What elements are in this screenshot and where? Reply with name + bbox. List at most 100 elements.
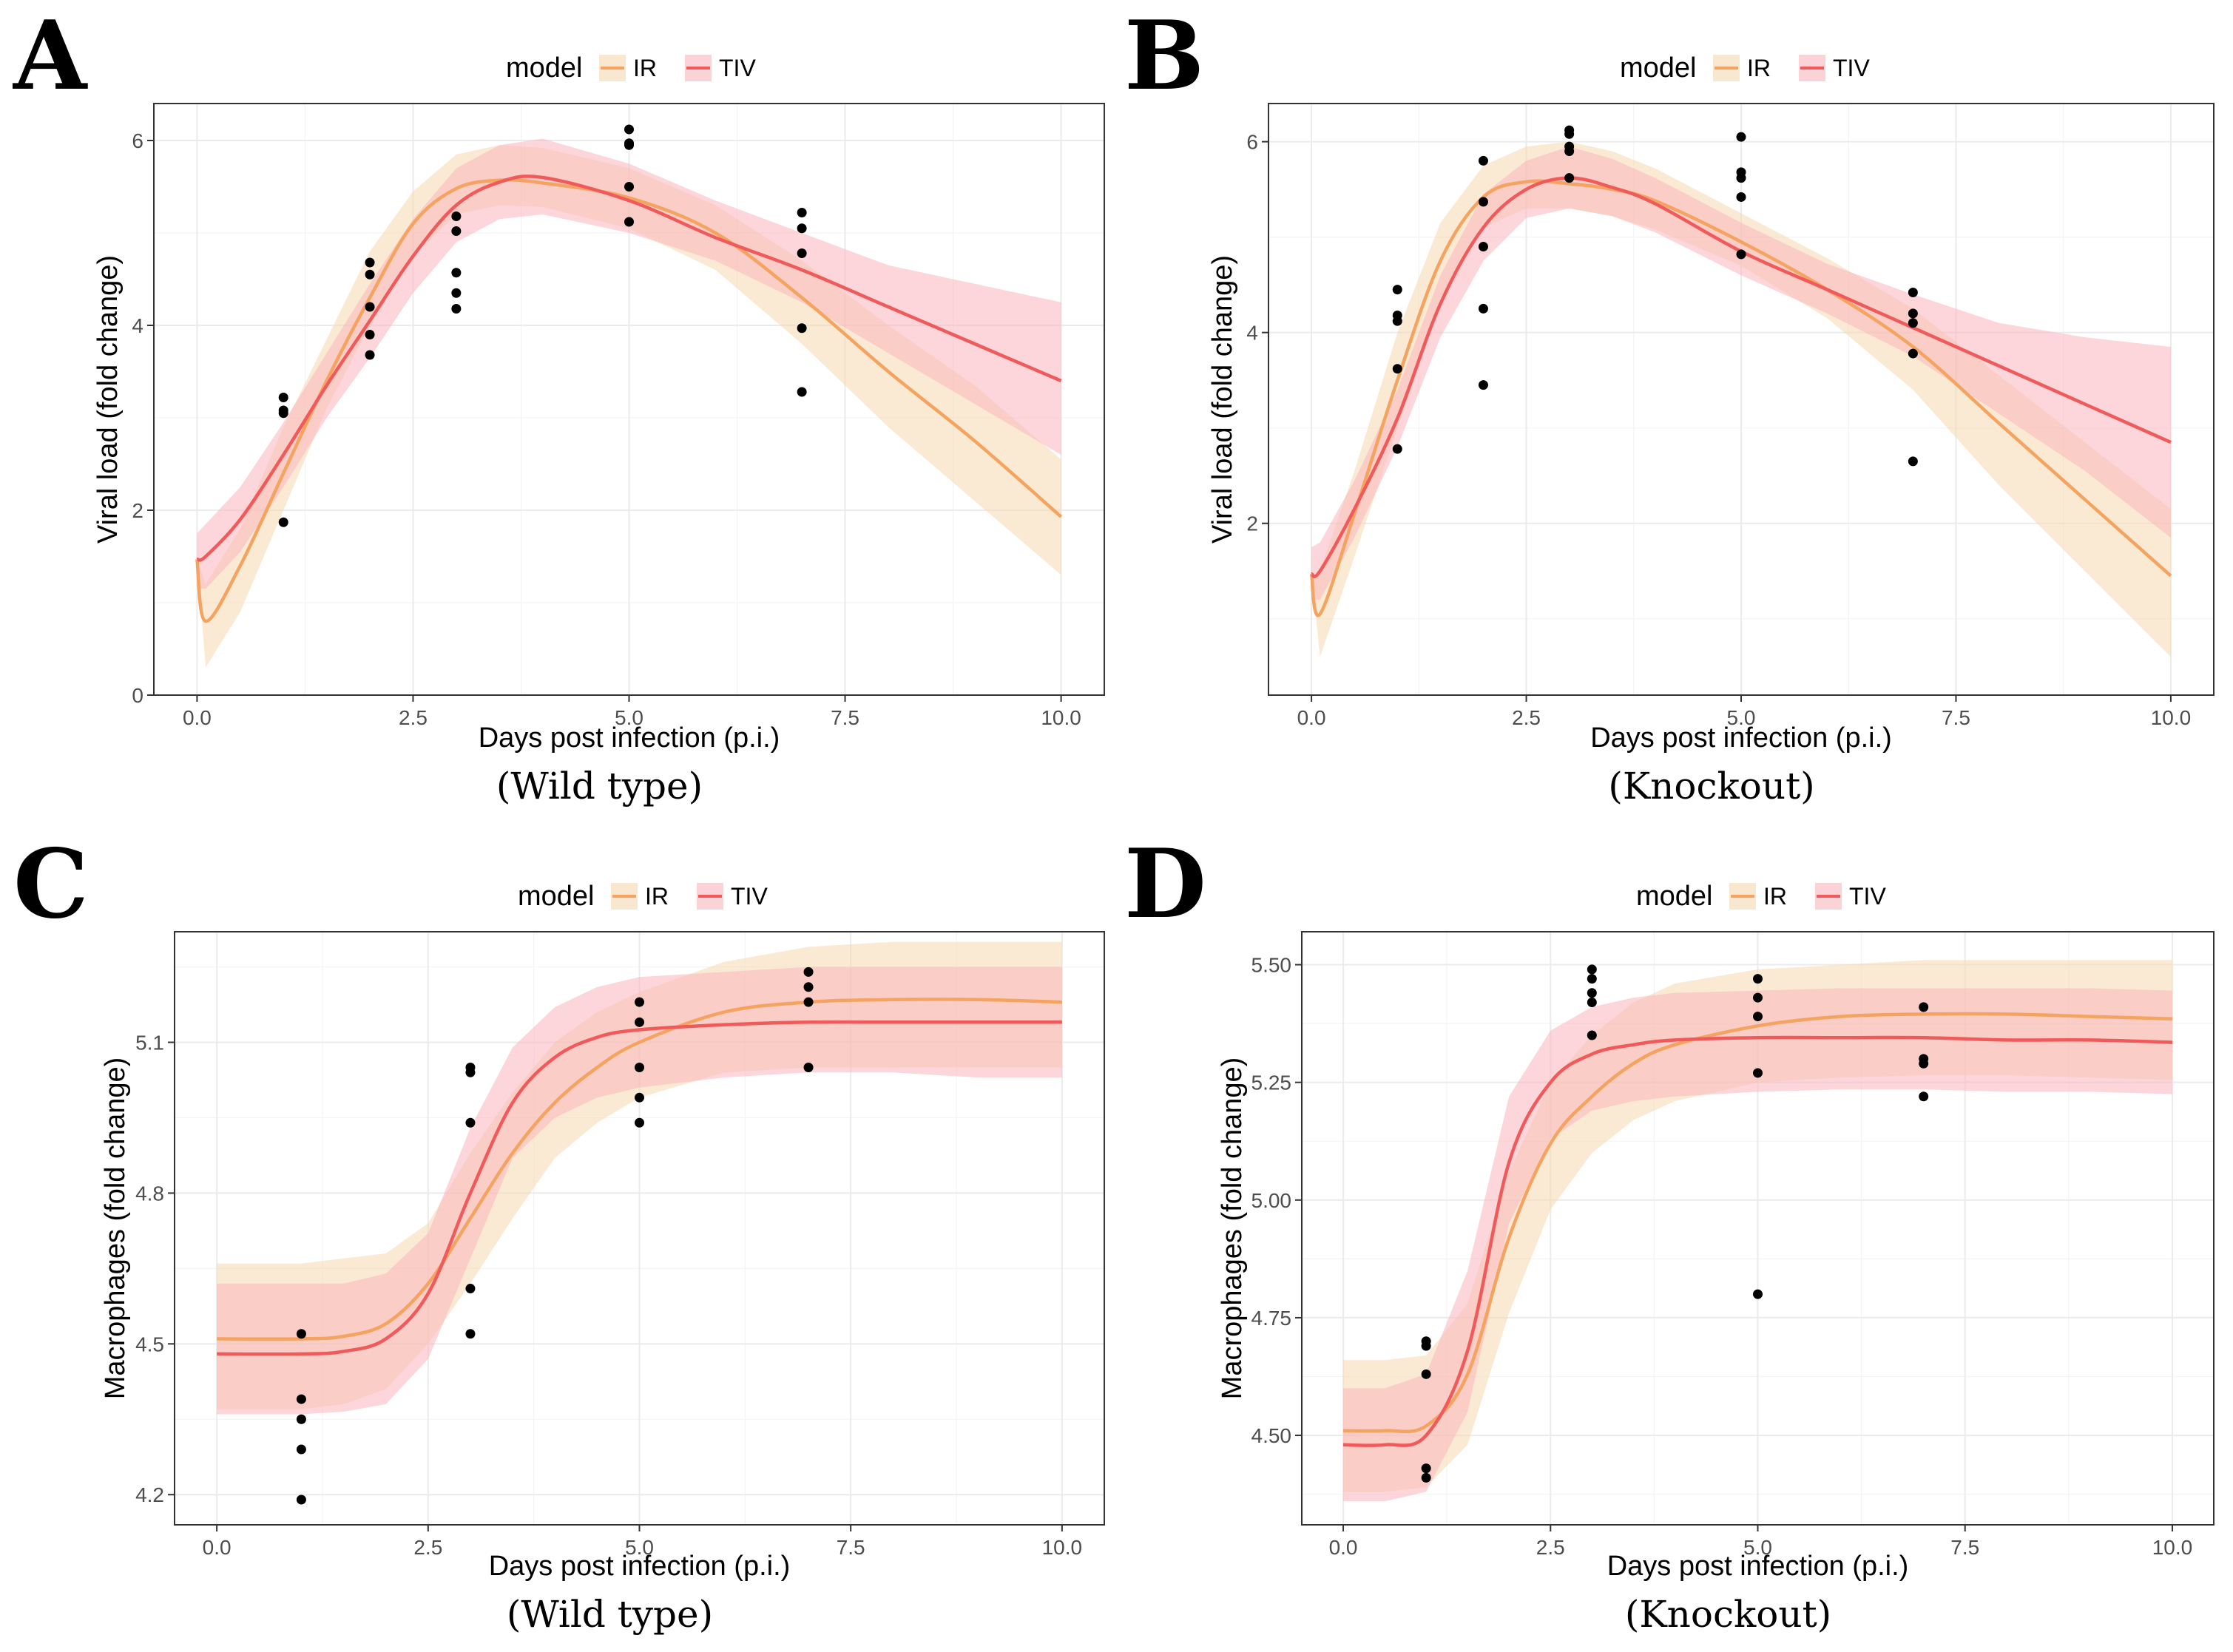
- data-point: [1753, 1289, 1763, 1299]
- y-tick-label: 2: [132, 499, 143, 522]
- data-point: [465, 1284, 476, 1294]
- legend-label-ir: IR: [633, 55, 657, 81]
- data-point: [365, 330, 375, 339]
- panel-a-band-tiv: [197, 138, 1061, 589]
- data-point: [451, 304, 462, 314]
- data-point: [365, 257, 375, 268]
- data-point: [1587, 974, 1597, 984]
- data-point: [797, 208, 807, 217]
- legend-title: model: [1620, 53, 1697, 84]
- data-point: [296, 1444, 306, 1455]
- data-point: [1753, 992, 1763, 1003]
- y-tick-label: 4: [132, 314, 143, 337]
- data-point: [296, 1329, 306, 1339]
- y-tick-label: 4.2: [135, 1483, 164, 1506]
- data-point: [1587, 964, 1597, 975]
- panel-b-line-tiv: [1309, 176, 2172, 579]
- panel-a-y-axis-title: Viral load (fold change): [92, 255, 124, 544]
- data-point: [1919, 1058, 1929, 1069]
- panel-d-caption: (Knockout): [1625, 1593, 1831, 1636]
- data-point: [451, 288, 462, 298]
- y-tick-label: 2: [1246, 512, 1258, 535]
- data-point: [803, 1063, 814, 1073]
- data-point: [451, 211, 462, 221]
- y-tick-label: 5.00: [1251, 1189, 1292, 1212]
- y-tick-label: 5.50: [1251, 954, 1292, 977]
- panel-d-line-tiv: [1342, 1035, 2173, 1447]
- y-tick-label: 4.5: [135, 1333, 164, 1355]
- legend-title: model: [1636, 881, 1713, 912]
- data-point: [1421, 1369, 1431, 1379]
- panel-d-points: [1421, 964, 1929, 1483]
- panel-a-legend: model IR TIV: [506, 53, 756, 84]
- panel-a-points: [278, 124, 807, 527]
- data-point: [624, 124, 634, 135]
- data-point: [1478, 155, 1488, 166]
- data-point: [635, 1017, 644, 1027]
- panel-a-x-axis-title: Days post infection (p.i.): [479, 722, 780, 754]
- x-tick-label: 0.0: [1297, 706, 1326, 729]
- data-point: [1564, 146, 1575, 157]
- x-tick-label: 2.5: [413, 1536, 442, 1559]
- data-point: [365, 269, 375, 280]
- x-tick-label: 0.0: [203, 1536, 232, 1559]
- panel-a-line-ir: [195, 178, 1063, 623]
- y-tick-label: 6: [132, 129, 143, 152]
- panel-d-letter: D: [1124, 829, 1206, 940]
- panel-a-band-ir: [197, 145, 1061, 668]
- data-point: [1392, 364, 1402, 374]
- data-point: [797, 387, 807, 397]
- panel-d-legend: model IR TIV: [1636, 881, 1886, 912]
- legend-label-ir: IR: [645, 883, 669, 910]
- panel-d-line-ir: [1342, 1012, 2173, 1434]
- data-point: [365, 350, 375, 360]
- x-tick-label: 7.5: [837, 1536, 865, 1559]
- panel-b-x-axis-title: Days post infection (p.i.): [1590, 722, 1892, 754]
- panel-c-x-axis-title: Days post infection (p.i.): [489, 1551, 791, 1582]
- data-point: [1753, 974, 1763, 984]
- data-point: [1478, 303, 1488, 314]
- data-point: [451, 226, 462, 236]
- x-tick-label: 2.5: [1512, 706, 1541, 729]
- legend-title: model: [518, 881, 595, 912]
- x-tick-label: 7.5: [1942, 706, 1970, 729]
- data-point: [803, 982, 814, 992]
- data-point: [296, 1494, 306, 1505]
- data-point: [278, 408, 288, 419]
- y-tick-label: 0: [132, 684, 143, 707]
- x-tick-label: 7.5: [1950, 1536, 1979, 1559]
- panel-d-band-tiv: [1343, 988, 2172, 1502]
- panel-b-letter: B: [1124, 1, 1204, 112]
- legend-label-ir: IR: [1763, 883, 1787, 910]
- data-point: [635, 997, 644, 1007]
- data-point: [1908, 348, 1918, 359]
- data-point: [797, 323, 807, 334]
- y-tick-label: 5.25: [1251, 1072, 1292, 1094]
- data-point: [1736, 192, 1746, 202]
- data-point: [1908, 287, 1918, 297]
- data-point: [1587, 997, 1597, 1007]
- data-point: [1908, 308, 1918, 319]
- y-tick-label: 4.50: [1251, 1424, 1292, 1447]
- data-point: [1587, 1030, 1597, 1040]
- data-point: [797, 248, 807, 258]
- data-point: [803, 997, 814, 1007]
- data-point: [1919, 1091, 1929, 1102]
- data-point: [1919, 1002, 1929, 1012]
- data-point: [1392, 316, 1402, 326]
- panel-d-y-axis-title: Macrophages (fold change): [1217, 1057, 1248, 1400]
- x-tick-label: 5.0: [615, 706, 643, 729]
- y-tick-label: 4: [1246, 322, 1258, 345]
- data-point: [624, 182, 634, 192]
- data-point: [1753, 1012, 1763, 1022]
- x-tick-label: 0.0: [1329, 1536, 1358, 1559]
- data-point: [1421, 1472, 1431, 1483]
- panel-c-caption: (Wild type): [507, 1593, 713, 1636]
- x-tick-label: 7.5: [831, 706, 859, 729]
- data-point: [1736, 132, 1746, 142]
- x-tick-label: 10.0: [2152, 1536, 2193, 1559]
- x-tick-label: 2.5: [1536, 1536, 1565, 1559]
